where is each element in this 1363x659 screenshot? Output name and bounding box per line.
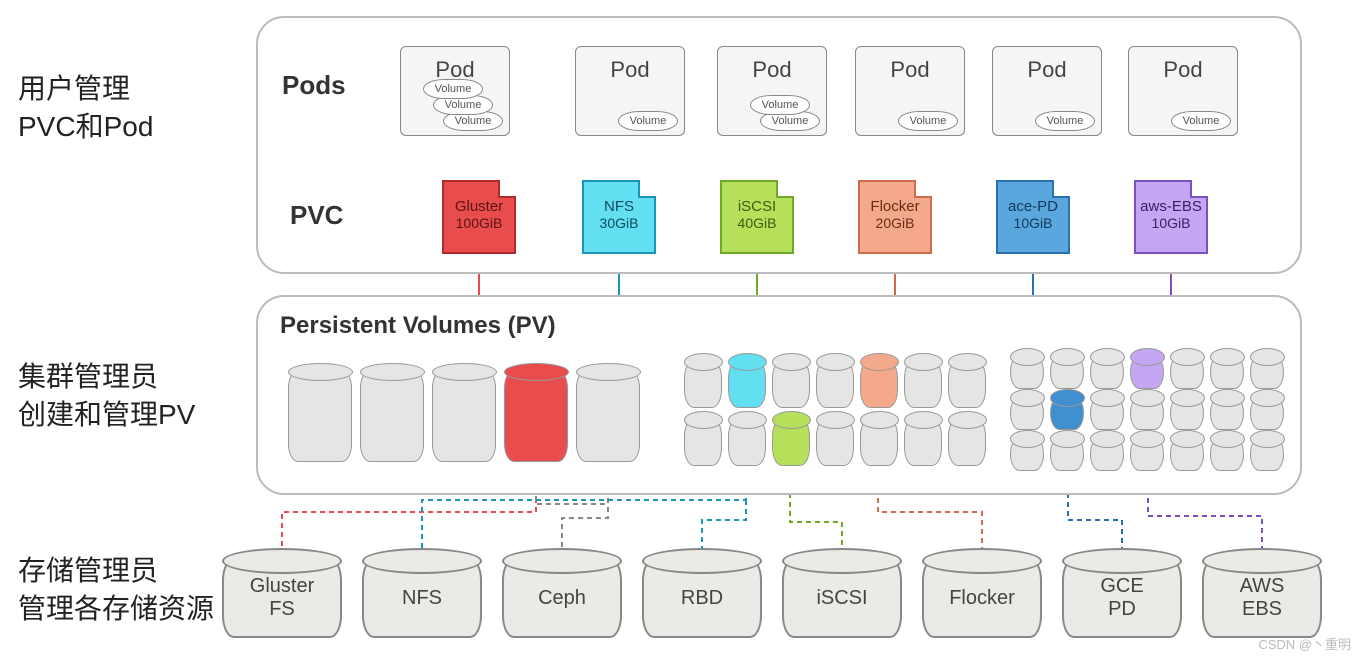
pod-volume: Volume <box>1171 111 1231 131</box>
label-pods: Pods <box>282 70 346 101</box>
storage-ceph: Ceph <box>502 558 622 638</box>
pod-box-4: PodVolume <box>992 46 1102 136</box>
side-label-user: 用户管理PVC和Pod <box>18 70 153 146</box>
pv-cylinder <box>684 360 722 408</box>
pvc-flocker: Flocker20GiB <box>858 180 932 254</box>
pv-cylinder <box>576 370 640 462</box>
storage-aws: AWSEBS <box>1202 558 1322 638</box>
storage-rbd: RBD <box>642 558 762 638</box>
pvc-name: ace-PD <box>998 198 1068 215</box>
pv-cylinder <box>1170 355 1204 389</box>
pv-cylinder <box>904 360 942 408</box>
label-pvc: PVC <box>290 200 343 231</box>
storage-gluster: GlusterFS <box>222 558 342 638</box>
pv-cylinder <box>288 370 352 462</box>
storage-label: GCE <box>1064 575 1180 598</box>
storage-label: AWS <box>1204 575 1320 598</box>
pv-cylinder <box>948 360 986 408</box>
pod-volume: Volume <box>1035 111 1095 131</box>
pod-box-5: PodVolume <box>1128 46 1238 136</box>
pvc-name: Flocker <box>860 198 930 215</box>
pv-cylinder <box>816 418 854 466</box>
pv-cylinder <box>948 418 986 466</box>
pv-cylinder <box>684 418 722 466</box>
pvc-gluster: Gluster100GiB <box>442 180 516 254</box>
pv-cylinder <box>1090 396 1124 430</box>
pv-cylinder <box>504 370 568 462</box>
pod-box-3: PodVolume <box>855 46 965 136</box>
pv-cylinder <box>432 370 496 462</box>
pv-cylinder <box>1090 355 1124 389</box>
pvc-size: 10GiB <box>1136 215 1206 231</box>
storage-label: iSCSI <box>784 587 900 610</box>
pvc-name: Gluster <box>444 198 514 215</box>
pod-volume: Volume <box>618 111 678 131</box>
pv-cylinder <box>1170 396 1204 430</box>
storage-label: RBD <box>644 587 760 610</box>
watermark: CSDN @丶重明 <box>1258 634 1351 653</box>
pv-cylinder <box>1010 355 1044 389</box>
pvc-size: 100GiB <box>444 215 514 231</box>
pv-cylinder <box>1090 437 1124 471</box>
pv-cylinder <box>728 360 766 408</box>
pod-box-2: PodVolumeVolume <box>717 46 827 136</box>
pv-cylinder <box>1010 437 1044 471</box>
pvc-name: NFS <box>584 198 654 215</box>
pvc-aws-ebs: aws-EBS10GiB <box>1134 180 1208 254</box>
pvc-size: 40GiB <box>722 215 792 231</box>
pvc-nfs: NFS30GiB <box>582 180 656 254</box>
pv-cylinder <box>860 418 898 466</box>
pv-cylinder <box>1250 355 1284 389</box>
pv-cylinder <box>1250 396 1284 430</box>
pvc-size: 10GiB <box>998 215 1068 231</box>
pod-volume: Volume <box>750 95 810 115</box>
pv-cylinder <box>1050 355 1084 389</box>
pod-volume: Volume <box>898 111 958 131</box>
pvc-ace-pd: ace-PD10GiB <box>996 180 1070 254</box>
pvc-name: iSCSI <box>722 198 792 215</box>
pv-cylinder <box>904 418 942 466</box>
pvc-iscsi: iSCSI40GiB <box>720 180 794 254</box>
pod-box-0: PodVolumeVolumeVolume <box>400 46 510 136</box>
pv-cylinder <box>816 360 854 408</box>
pv-cylinder <box>1170 437 1204 471</box>
storage-flocker: Flocker <box>922 558 1042 638</box>
label-pv: Persistent Volumes (PV) <box>280 312 556 340</box>
pv-cylinder <box>1050 437 1084 471</box>
storage-iscsi: iSCSI <box>782 558 902 638</box>
pv-cylinder <box>772 418 810 466</box>
pvc-size: 20GiB <box>860 215 930 231</box>
pod-volume: Volume <box>423 79 483 99</box>
side-label-storage: 存储管理员管理各存储资源 <box>18 552 214 628</box>
pv-cylinder <box>1210 355 1244 389</box>
pv-cylinder <box>360 370 424 462</box>
storage-label: Gluster <box>224 575 340 598</box>
side-label-admin: 集群管理员创建和管理PV <box>18 358 195 434</box>
storage-label2: PD <box>1064 598 1180 621</box>
pvc-size: 30GiB <box>584 215 654 231</box>
storage-label: NFS <box>364 587 480 610</box>
storage-label: Ceph <box>504 587 620 610</box>
pv-cylinder <box>728 418 766 466</box>
pv-cylinder <box>1130 355 1164 389</box>
pv-cylinder <box>772 360 810 408</box>
storage-nfs: NFS <box>362 558 482 638</box>
pv-cylinder <box>1250 437 1284 471</box>
pv-cylinder <box>1050 396 1084 430</box>
pv-cylinder <box>1130 437 1164 471</box>
storage-label2: FS <box>224 598 340 621</box>
storage-label: Flocker <box>924 587 1040 610</box>
pv-cylinder <box>860 360 898 408</box>
pvc-name: aws-EBS <box>1136 198 1206 215</box>
pod-box-1: PodVolume <box>575 46 685 136</box>
pv-cylinder <box>1210 437 1244 471</box>
pv-cylinder <box>1010 396 1044 430</box>
storage-label2: EBS <box>1204 598 1320 621</box>
pv-cylinder <box>1210 396 1244 430</box>
storage-gce: GCEPD <box>1062 558 1182 638</box>
pv-cylinder <box>1130 396 1164 430</box>
